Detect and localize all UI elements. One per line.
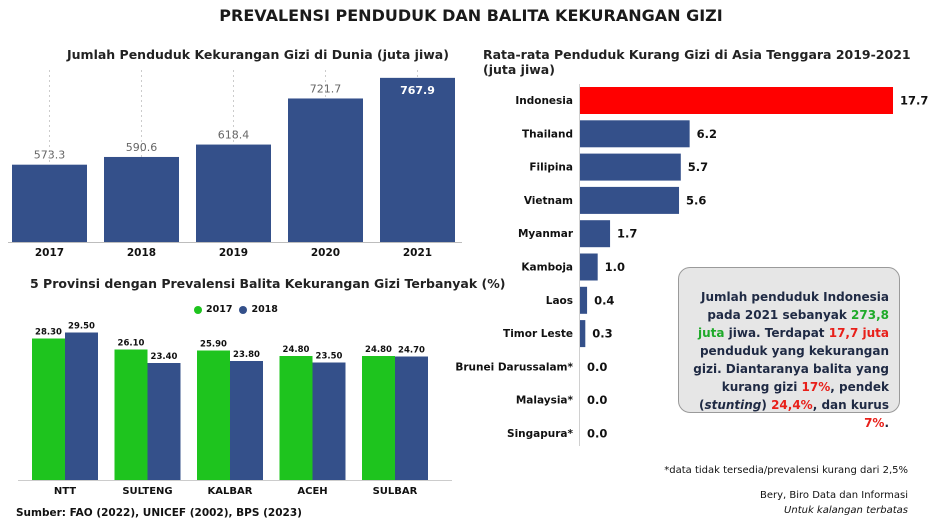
province-bar-value: 23.50: [316, 352, 343, 362]
asean-y-tick: Vietnam: [524, 195, 573, 207]
asean-y-tick: Filipina: [529, 162, 573, 174]
asean-bar: [580, 87, 893, 114]
asean-bar: [580, 220, 611, 248]
source-line: Sumber: FAO (2022), UNICEF (2002), BPS (…: [16, 507, 302, 519]
province-chart-title: 5 Provinsi dengan Prevalensi Balita Keku…: [30, 276, 506, 291]
asean-bar: [580, 286, 588, 314]
asean-y-tick: Laos: [546, 295, 573, 307]
asean-bar-value: 0.0: [587, 393, 607, 407]
info-malnourished-value: 17,7 juta: [828, 326, 889, 340]
province-x-tick: SULTENG: [122, 486, 172, 497]
province-bar-2017: [114, 349, 148, 480]
province-x-tick: KALBAR: [208, 486, 253, 497]
asean-bar-value: 0.4: [594, 293, 614, 307]
main-title: PREVALENSI PENDUDUK DAN BALITA KEKURANGA…: [219, 6, 723, 25]
info-text-6: ): [761, 398, 772, 412]
info-stunting-term: stunting: [704, 398, 762, 412]
world-x-tick: 2021: [403, 247, 432, 259]
credit: Bery, Biro Data dan Informasi: [760, 490, 908, 501]
credit-restricted: Untuk kalangan terbatas: [784, 505, 908, 516]
asean-bar-value: 1.0: [605, 260, 625, 274]
asean-bar-value: 0.0: [587, 360, 607, 374]
asean-bar-value: 5.7: [688, 160, 708, 174]
asean-bar: [580, 153, 681, 181]
asean-bar: [580, 253, 598, 281]
province-bar-2017: [197, 350, 230, 480]
province-bar-value: 23.80: [233, 350, 260, 360]
world-bar: [104, 156, 179, 242]
world-bar: [288, 98, 363, 242]
province-bar-2018: [395, 356, 428, 480]
info-text-4: , pendek (: [698, 380, 889, 412]
world-bar: [12, 164, 87, 242]
province-x-tick: SULBAR: [373, 486, 418, 497]
world-bar-value: 721.7: [310, 82, 342, 95]
province-bar-value: 24.80: [365, 345, 392, 355]
asean-bar-value: 6.2: [697, 127, 717, 141]
asean-bar-value: 17.7: [900, 94, 928, 108]
world-bar-value: 590.6: [126, 141, 158, 154]
info-text-7: , dan kurus: [812, 398, 889, 412]
asean-y-tick: Timor Leste: [503, 328, 573, 340]
asean-y-tick: Indonesia: [515, 95, 573, 107]
legend-label-2017: 2017: [206, 304, 233, 315]
asean-y-tick: Myanmar: [518, 228, 574, 240]
asean-bar: [580, 186, 680, 214]
asean-y-tick: Malaysia*: [516, 395, 574, 407]
province-bar-2017: [362, 356, 395, 480]
world-x-tick: 2017: [35, 247, 64, 259]
asean-bar-value: 5.6: [686, 193, 706, 207]
world-chart-title: Jumlah Penduduk Kekurangan Gizi di Dunia…: [67, 47, 449, 62]
asean-bar: [580, 120, 690, 148]
info-underweight-value: 17%: [801, 380, 831, 394]
world-bar: [196, 144, 271, 242]
province-bar-2018: [147, 363, 181, 480]
indonesia-info-box: Jumlah penduduk Indonesia pada 2021 seba…: [678, 267, 900, 430]
footnote: *data tidak tersedia/prevalensi kurang d…: [664, 465, 908, 476]
asean-y-tick: Thailand: [522, 128, 573, 140]
world-x-tick: 2019: [219, 247, 248, 259]
info-wasting-value: 7%: [864, 416, 885, 430]
province-legend: 2017 2018: [194, 304, 278, 315]
info-text-2: jiwa. Terdapat: [724, 326, 829, 340]
province-bar-value: 26.10: [118, 339, 145, 349]
info-population-value: 273,8 juta: [697, 308, 889, 340]
province-bar-value: 25.90: [200, 340, 227, 350]
province-bar-2017: [32, 338, 65, 480]
province-bar-value: 29.50: [68, 322, 95, 332]
province-bar-value: 24.80: [283, 345, 310, 355]
asean-bar-value: 0.0: [587, 427, 607, 441]
asean-y-tick: Singapura*: [507, 428, 573, 440]
asean-bar-value: 0.3: [592, 327, 612, 341]
info-text-8: .: [884, 416, 889, 430]
legend-label-2018: 2018: [251, 304, 278, 315]
legend-swatch-2017: [194, 305, 202, 314]
asean-bar-value: 1.7: [617, 227, 637, 241]
legend-swatch-2018: [239, 305, 248, 314]
asean-bar: [580, 320, 586, 348]
world-bar-value: 573.3: [34, 149, 66, 162]
asean-y-tick: Kamboja: [521, 262, 573, 274]
province-bar-value: 24.70: [398, 346, 425, 356]
info-text-1: Jumlah penduduk Indonesia pada 2021 seba…: [700, 290, 889, 322]
info-stunting-value: 24,4%: [771, 398, 813, 412]
asean-y-tick: Brunei Darussalam*: [455, 361, 573, 373]
world-x-tick: 2018: [127, 247, 156, 259]
province-bar-2017: [279, 356, 313, 480]
province-bar-value: 28.30: [35, 328, 62, 338]
province-bar-value: 23.40: [151, 352, 178, 362]
province-x-tick: NTT: [54, 486, 76, 497]
province-bar-2018: [230, 361, 263, 480]
world-bar: [380, 77, 455, 242]
world-bar-value: 618.4: [218, 129, 250, 142]
province-bar-2018: [65, 332, 98, 480]
world-bar-value: 767.9: [400, 84, 435, 97]
info-text-3: penduduk yang kekurangan gizi. Diantaran…: [693, 344, 889, 394]
asean-chart-title: Rata-rata Penduduk Kurang Gizi di Asia T…: [483, 47, 911, 77]
province-bar-2018: [312, 362, 346, 480]
province-x-tick: ACEH: [297, 486, 327, 497]
world-x-tick: 2020: [311, 247, 340, 259]
